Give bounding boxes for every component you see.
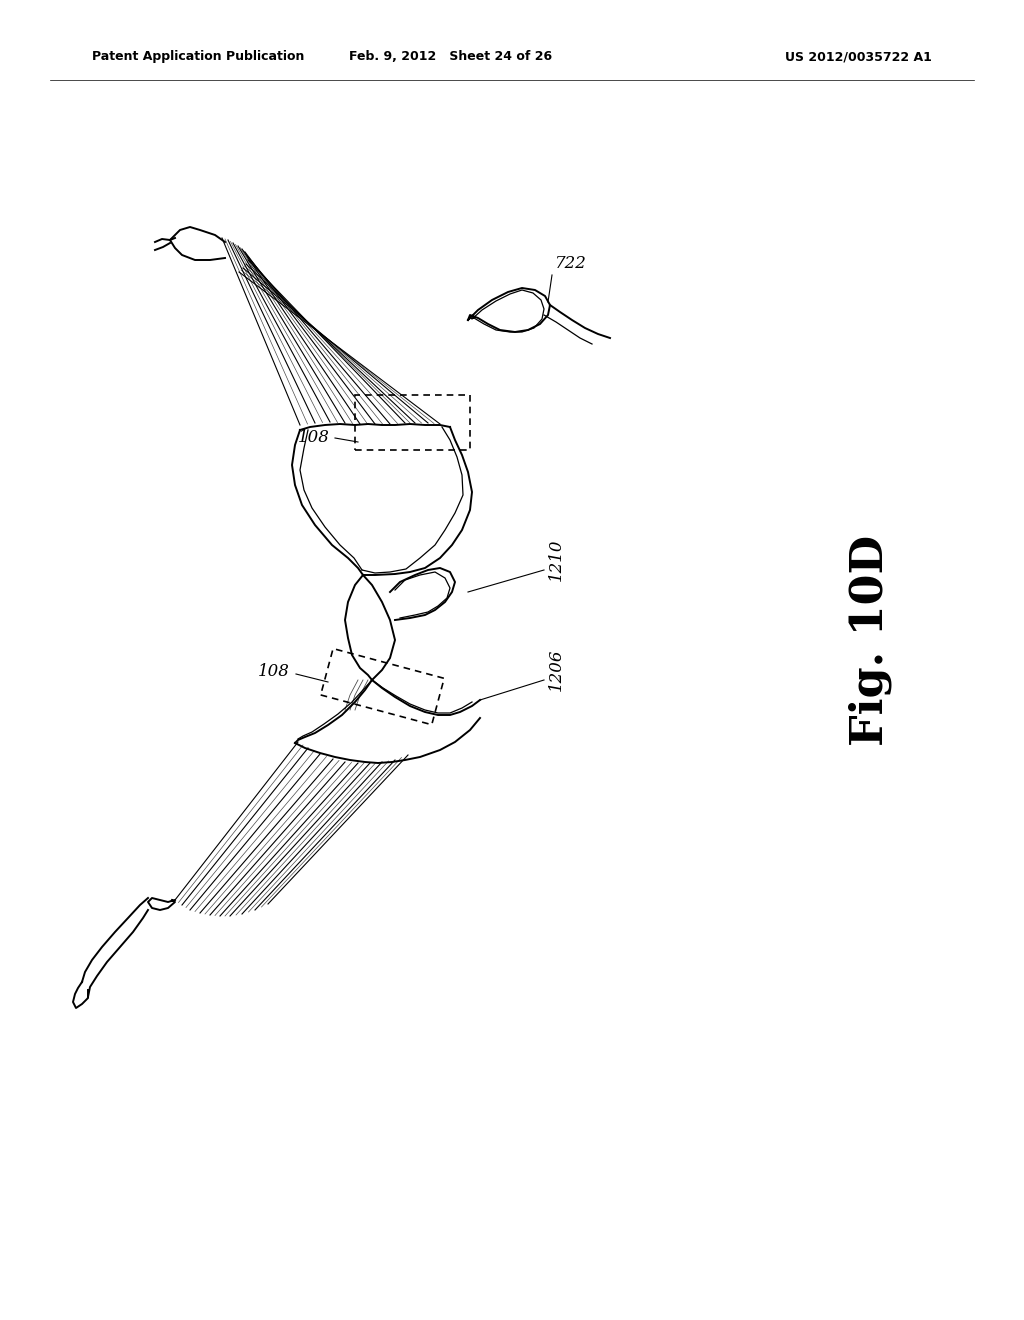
Text: 108: 108 — [258, 664, 290, 681]
Text: Feb. 9, 2012   Sheet 24 of 26: Feb. 9, 2012 Sheet 24 of 26 — [349, 50, 552, 63]
Text: 108: 108 — [298, 429, 330, 446]
Text: Patent Application Publication: Patent Application Publication — [92, 50, 304, 63]
Text: 1206: 1206 — [548, 648, 565, 692]
Text: 722: 722 — [555, 255, 587, 272]
Bar — [355, 395, 470, 450]
Bar — [321, 648, 444, 725]
Text: US 2012/0035722 A1: US 2012/0035722 A1 — [785, 50, 932, 63]
Text: Fig. 10D: Fig. 10D — [848, 535, 892, 746]
Text: 1210: 1210 — [548, 539, 565, 581]
